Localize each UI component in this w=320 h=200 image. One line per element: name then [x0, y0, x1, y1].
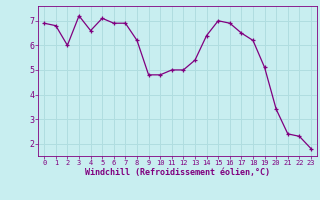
X-axis label: Windchill (Refroidissement éolien,°C): Windchill (Refroidissement éolien,°C) — [85, 168, 270, 177]
